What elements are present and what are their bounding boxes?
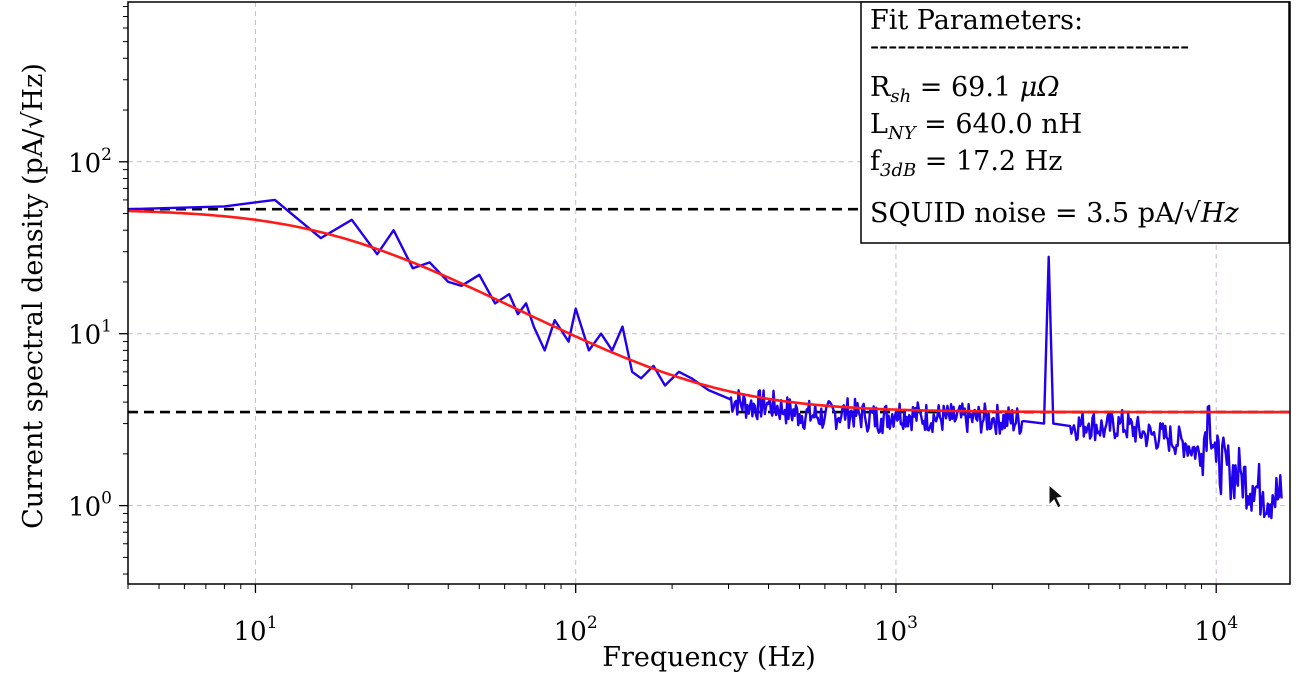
x-tick-label-0: 101 [233, 613, 277, 647]
y-tick-label-2: 102 [68, 145, 112, 179]
legend-entry-1: LNY = 640.0 nH [870, 109, 1082, 144]
plot-frame [127, 1, 1291, 585]
x-tick-label-3: 104 [1194, 613, 1238, 647]
series-fit-curve [128, 209, 1290, 414]
legend-title: Fit Parameters: [870, 5, 1083, 36]
legend-separator: ----------------------------------- [870, 31, 1189, 62]
y-tick-label-1: 101 [68, 317, 112, 351]
legend-entry-3: SQUID noise = 3.5 pA/√Hz [870, 198, 1239, 229]
x-tick-label-1: 102 [554, 613, 598, 647]
gridlines [128, 2, 1290, 584]
y-tick-label-0: 100 [68, 489, 112, 523]
tick-labels: 101 102 103 104 100 101 102 [68, 145, 1238, 647]
axis-ticks [119, 6, 1217, 593]
legend-entry-0: Rsh = 69.1 μΩ [870, 72, 1060, 107]
fit-parameters-legend: Fit Parameters: ------------------------… [860, 1, 1290, 244]
y-axis-title: Current spectral density (pA/√Hz) [18, 63, 49, 529]
x-axis-title: Frequency (Hz) [602, 642, 815, 673]
mouse-cursor-icon [1048, 483, 1065, 509]
legend-entry-2: f3dB = 17.2 Hz [870, 146, 1062, 181]
x-tick-label-2: 103 [874, 613, 918, 647]
data-series [128, 198, 1290, 520]
legend-box [860, 1, 1290, 244]
